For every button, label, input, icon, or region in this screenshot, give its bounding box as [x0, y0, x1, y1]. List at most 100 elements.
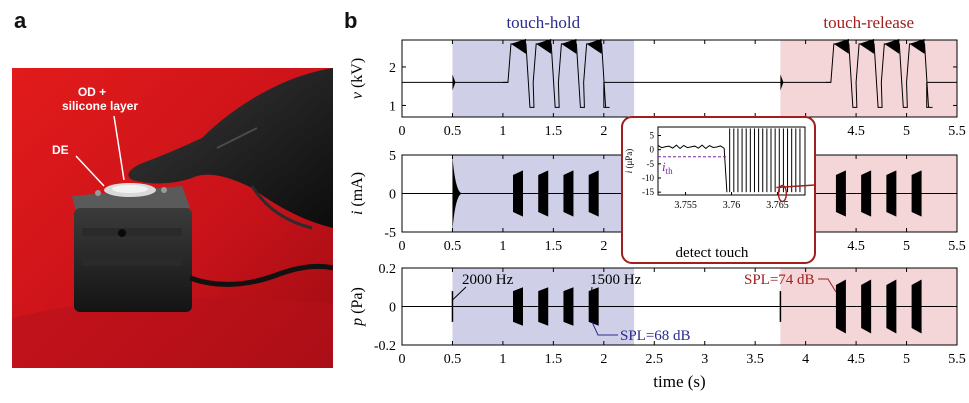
x-tick-label: 0 [399, 239, 406, 254]
burst-release [861, 170, 872, 217]
y-tick-label: 5 [389, 149, 396, 164]
voltage-trace [402, 38, 957, 108]
burst-release [835, 279, 846, 334]
annotation-2000hz: 2000 Hz [462, 272, 514, 288]
inset-x-tick-label: 3.755 [674, 200, 697, 211]
x-tick-label: 0.5 [444, 124, 462, 139]
touch-release-region [780, 40, 957, 117]
y-tick-label: 0 [389, 188, 396, 203]
x-tick-label: 2 [600, 352, 607, 367]
annotation-spl74-pointer [818, 278, 837, 293]
annotation-spl68: SPL=68 dB [620, 328, 691, 344]
threshold-variable: i [662, 159, 666, 174]
burst-hold [513, 287, 523, 326]
burst-hold [538, 170, 549, 217]
x-tick-label: 1 [499, 352, 506, 367]
y-axis-label: v (kV) [349, 58, 366, 99]
x-tick-label: 4.5 [847, 124, 865, 139]
x-tick-label: 5.5 [948, 352, 966, 367]
y-tick-label: -5 [384, 226, 396, 241]
burst-hold [588, 170, 599, 217]
x-tick-label: 4.5 [847, 239, 865, 254]
voltage-burst [833, 38, 849, 54]
x-tick-label: 3 [701, 352, 708, 367]
y-axis-variable: i [349, 211, 366, 215]
y-axis-label: p (Pa) [349, 287, 366, 327]
burst-hold [563, 287, 574, 326]
burst-release [861, 279, 872, 334]
pointer-od [113, 115, 125, 181]
voltage-burst [510, 38, 526, 54]
annotation-spl74: SPL=74 dB [744, 272, 815, 288]
label-od: OD + [78, 85, 106, 99]
inset-x-tick-label: 3.76 [723, 200, 741, 211]
burst-hold [538, 287, 549, 326]
inset-trace [657, 144, 728, 193]
x-tick-label: 0.5 [444, 352, 462, 367]
x-tick-label: 1.5 [545, 124, 563, 139]
annotation-1500hz-pointer [590, 286, 593, 303]
figure-b-svg: touch-hold touch-release 0 0.5 1 1.5 2 2.5 3 3.5 4… [349, 13, 966, 391]
label-silicone: silicone layer [62, 99, 138, 113]
burst-release [911, 279, 922, 334]
x-tick-label: 5 [903, 352, 910, 367]
x-tick-label: 1.5 [545, 239, 563, 254]
annotation-1500hz: 1500 Hz [590, 272, 642, 288]
figure-b: touch-hold touch-release 0 0.5 1 1.5 2 2.5 3 3.5 4… [340, 0, 969, 398]
inset-y-tick-label: 0 [650, 145, 655, 155]
x-tick-label: 0.5 [444, 239, 462, 254]
x-tick-label: 5 [903, 239, 910, 254]
x-tick-label: 1 [499, 124, 506, 139]
current-touch-spike [452, 156, 463, 231]
x-axis-label: time (s) [653, 372, 705, 391]
x-tick-label: 0 [399, 124, 406, 139]
y-tick-label: 2 [389, 61, 396, 76]
inset-y-tick-label: -15 [642, 187, 654, 197]
x-tick-label: 3.5 [746, 352, 764, 367]
inset-target-marker [777, 184, 788, 203]
voltage-burst [884, 38, 900, 54]
burst-release [886, 279, 897, 334]
plot-p: 0 0.5 1 1.5 2 2.5 3 3.5 4 4.5 5 5.5-0.200.2p (Pa)ti… [349, 262, 966, 391]
inset-y-unit: (μPa) [624, 149, 634, 171]
gloved-hand [128, 68, 333, 230]
voltage-burst [909, 38, 925, 54]
voltage-pulses-hold [502, 43, 610, 108]
inset-y-label: i (μPa) [624, 149, 634, 174]
inset-x-tick-label: 3.765 [766, 200, 789, 211]
inset-threshold-label: ith [662, 159, 673, 176]
voltage-touch-spike [780, 74, 784, 91]
x-tick-label: 5.5 [948, 124, 966, 139]
x-tick-label: 0 [399, 352, 406, 367]
pointer-de [75, 155, 105, 187]
inset-y-variable: i [624, 170, 634, 173]
threshold-subscript: th [666, 166, 674, 176]
voltage-pulses-release [825, 43, 933, 108]
y-tick-label: 0.2 [379, 262, 397, 277]
voltage-touch-spike [452, 74, 456, 91]
x-tick-label: 2 [600, 124, 607, 139]
inset-y-tick-label: 5 [650, 131, 655, 141]
y-axis-variable: p [349, 318, 366, 327]
x-tick-label: 1 [499, 239, 506, 254]
y-axis-unit: (kV) [349, 58, 366, 92]
y-axis-variable: v [349, 91, 366, 99]
x-tick-label: 4.5 [847, 352, 865, 367]
burst-release [911, 170, 922, 217]
x-tick-label: 4 [802, 352, 809, 367]
y-tick-label: -0.2 [374, 339, 396, 354]
x-tick-label: 5.5 [948, 239, 966, 254]
inset-y-tick-label: -10 [642, 173, 654, 183]
panel-label-b: b [344, 8, 358, 33]
inset-caption: detect touch [676, 245, 749, 261]
inset-y-tick-label: -5 [647, 159, 655, 169]
x-tick-label: 2.5 [646, 352, 664, 367]
y-tick-label: 1 [389, 99, 396, 114]
x-tick-label: 2 [600, 239, 607, 254]
x-tick-label: 1.5 [545, 352, 563, 367]
y-axis-label: i (mA) [349, 172, 366, 215]
burst-hold [513, 170, 523, 217]
device-block [72, 183, 192, 312]
